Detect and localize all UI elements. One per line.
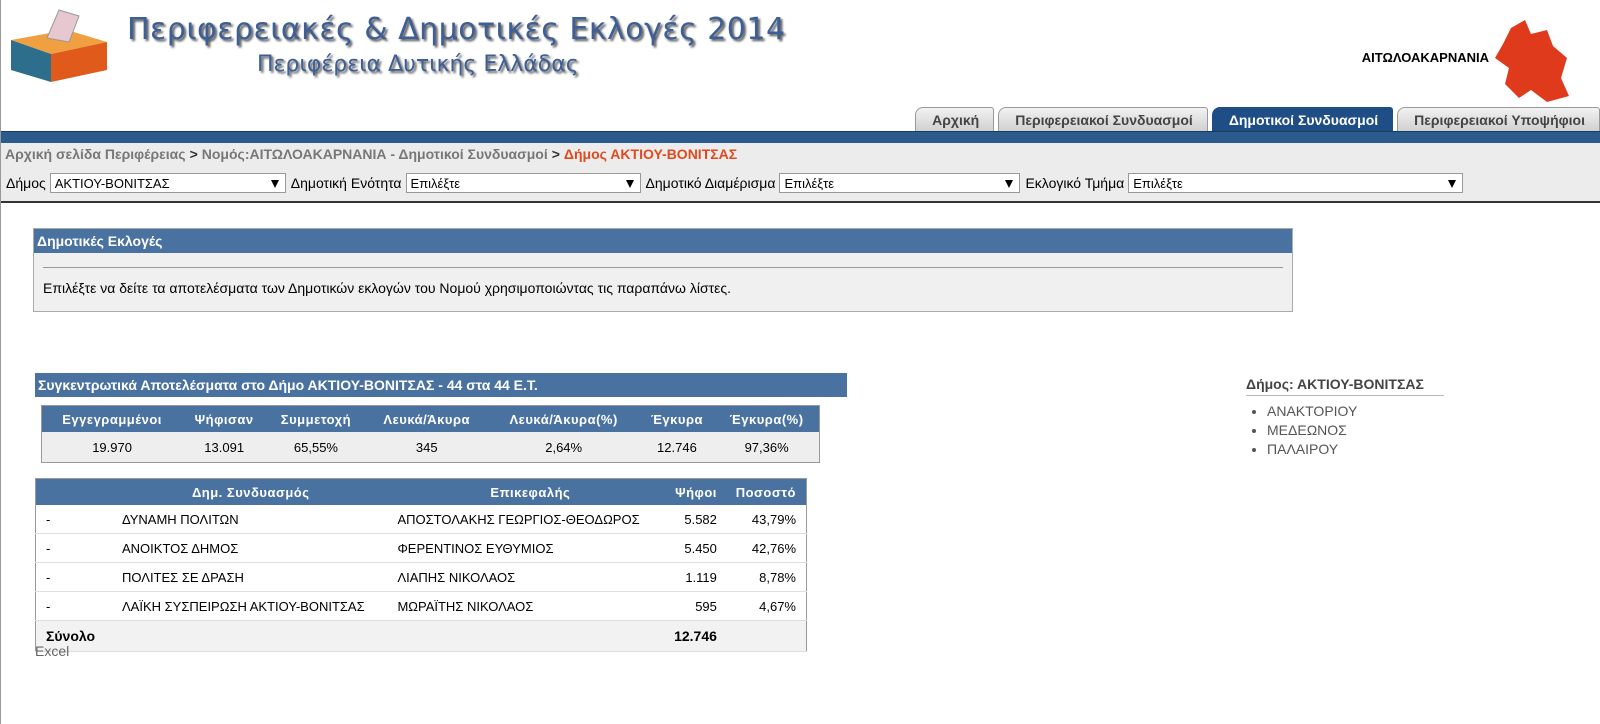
result-cell: ΔΥΝΑΜΗ ΠΟΛΙΤΩΝ <box>108 505 394 534</box>
result-row: - ΛΑΪΚΗ ΣΥΣΠΕΙΡΩΣΗ ΑΚΤΙΟΥ-ΒΟΝΙΤΣΑΣ ΜΩΡΑΪΤΗ… <box>35 591 807 621</box>
summary-title: Συγκεντρωτικά Αποτελέσματα στο Δήμο ΑΚΤΙ… <box>35 373 847 397</box>
total-cell <box>726 620 807 652</box>
result-cell: 5.582 <box>667 505 727 534</box>
summary-cell: 19.970 <box>41 432 183 463</box>
result-cell: 42,76% <box>726 533 807 563</box>
result-cell: ΑΠΟΣΤΟΛΑΚΗΣ ΓΕΩΡΓΙΟΣ-ΘΕΟΔΩΡΟΣ <box>393 505 668 534</box>
filter-select[interactable]: Επιλέξτε <box>405 173 641 193</box>
filter-label: Εκλογικό Τμήμα <box>1025 175 1125 191</box>
sidebar: Δήμος: ΑΚΤΙΟΥ-ΒΟΝΙΤΣΑΣ ΑΝΑΚΤΟΡΙΟΥΜΕΔΕΩΝΟ… <box>1246 376 1444 459</box>
tab[interactable]: Αρχική <box>915 107 995 132</box>
breadcrumb-link[interactable]: Νομός:ΑΙΤΩΛΟΑΚΑΡΝΑΝΙΑ - Δημοτικοί Συνδυα… <box>201 146 548 162</box>
excel-link[interactable]: Excel <box>35 643 70 659</box>
sidebar-title: Δήμος: ΑΚΤΙΟΥ-ΒΟΝΙΤΣΑΣ <box>1246 376 1444 396</box>
result-cell: - <box>35 562 108 592</box>
total-cell <box>393 620 668 652</box>
column-header: Εγγεγραμμένοι <box>41 405 183 432</box>
tab[interactable]: Δημοτικοί Συνδυασμοί <box>1211 107 1394 132</box>
notice-title: Δημοτικές Εκλογές <box>34 229 1292 253</box>
summary-cell: 12.746 <box>639 432 715 463</box>
tab[interactable]: Περιφερειακοί Υποψήφιοι <box>1397 107 1600 132</box>
column-header: Ψήφισαν <box>182 405 267 432</box>
column-header: Λευκά/Άκυρα(%) <box>487 405 640 432</box>
results-table: Δημ. Συνδυασμός Επικεφαλής Ψήφοι Ποσοστό - ΔΥ… <box>35 478 807 652</box>
column-header: Λευκά/Άκυρα <box>365 405 488 432</box>
district-link[interactable]: ΜΕΔΕΩΝΟΣ <box>1267 421 1444 440</box>
filter-select[interactable]: Επιλέξτε <box>779 173 1021 193</box>
result-row: - ΠΟΛΙΤΕΣ ΣΕ ΔΡΑΣΗ ΛΙΑΠΗΣ ΝΙΚΟΛΑΟΣ 1.119 8,7… <box>35 562 807 592</box>
filter-label: Δήμος <box>6 175 46 191</box>
breadcrumb-separator: > <box>551 146 560 162</box>
result-cell: - <box>35 591 108 621</box>
region-name: ΑΙΤΩΛΟΑΚΑΡΝΑΝΙΑ <box>1361 50 1489 65</box>
total-row: Σύνολο 12.746 <box>35 620 807 652</box>
result-cell: ΦΕΡΕΝΤΙΝΟΣ ΕΥΘΥΜΙΟΣ <box>393 533 668 563</box>
filter-select[interactable]: ΑΚΤΙΟΥ-ΒΟΝΙΤΣΑΣ <box>49 173 286 193</box>
tab-bar: Αρχική Περιφερειακοί Συνδυασμοί Δημοτικοί … <box>915 107 1600 132</box>
summary-cell: 345 <box>365 432 488 463</box>
total-votes: 12.746 <box>667 620 727 652</box>
result-cell: 4,67% <box>726 591 807 621</box>
filter-label: Δημοτική Ενότητα <box>290 175 402 191</box>
result-cell: 5.450 <box>667 533 727 563</box>
tab[interactable]: Περιφερειακοί Συνδυασμοί <box>998 107 1208 132</box>
result-cell: 1.119 <box>667 562 727 592</box>
result-cell: - <box>35 533 108 563</box>
column-header: Ψήφοι <box>667 478 727 505</box>
filter-select[interactable]: Επιλέξτε <box>1128 173 1464 193</box>
result-row: - ΑΝΟΙΚΤΟΣ ΔΗΜΟΣ ΦΕΡΕΝΤΙΝΟΣ ΕΥΘΥΜΙΟΣ 5.450 4… <box>35 533 807 563</box>
summary-cell: 2,64% <box>487 432 640 463</box>
site-title: Περιφερειακές & Δημοτικές Εκλογές 2014 <box>127 12 786 47</box>
summary-table: Εγγεγραμμένοι Ψήφισαν Συμμετοχή Λευκά/Άκυρα… <box>41 405 820 463</box>
summary-cell: 97,36% <box>714 432 820 463</box>
notice-text: Επιλέξτε να δείτε τα αποτελέσματα των Δη… <box>43 280 731 296</box>
total-label: Σύνολο <box>35 620 108 652</box>
column-header: Συμμετοχή <box>266 405 366 432</box>
district-link[interactable]: ΠΑΛΑΙΡΟΥ <box>1267 440 1444 459</box>
district-link[interactable]: ΑΝΑΚΤΟΡΙΟΥ <box>1267 402 1444 421</box>
breadcrumb-link[interactable]: Δήμος ΑΚΤΙΟΥ-ΒΟΝΙΤΣΑΣ <box>563 146 738 162</box>
result-cell: 8,78% <box>726 562 807 592</box>
summary-cell: 65,55% <box>266 432 366 463</box>
breadcrumb-separator: > <box>189 146 198 162</box>
column-header: Επικεφαλής <box>393 478 668 505</box>
result-row: - ΔΥΝΑΜΗ ΠΟΛΙΤΩΝ ΑΠΟΣΤΟΛΑΚΗΣ ΓΕΩΡΓΙΟΣ-ΘΕΟΔ… <box>35 505 807 534</box>
column-header: Έγκυρα <box>639 405 715 432</box>
result-cell: ΠΟΛΙΤΕΣ ΣΕ ΔΡΑΣΗ <box>108 562 394 592</box>
column-header <box>35 478 108 505</box>
result-cell: ΑΝΟΙΚΤΟΣ ΔΗΜΟΣ <box>108 533 394 563</box>
filters: Δήμος ΑΚΤΙΟΥ-ΒΟΝΙΤΣΑΣ Δημοτική Ενότητα Επιλ… <box>6 173 1468 193</box>
district-list: ΑΝΑΚΤΟΡΙΟΥΜΕΔΕΩΝΟΣΠΑΛΑΙΡΟΥ <box>1246 402 1444 459</box>
filter-label: Δημοτικό Διαμέρισμα <box>645 175 776 191</box>
ballot-icon <box>11 9 107 82</box>
notice-box: Δημοτικές Εκλογές Επιλέξτε να δείτε τα α… <box>33 228 1293 312</box>
column-header: Δημ. Συνδυασμός <box>108 478 394 505</box>
result-cell: - <box>35 505 108 534</box>
result-cell: 595 <box>667 591 727 621</box>
result-cell: ΜΩΡΑΪΤΗΣ ΝΙΚΟΛΑΟΣ <box>393 591 668 621</box>
divider <box>43 267 1283 268</box>
result-cell: ΛΑΪΚΗ ΣΥΣΠΕΙΡΩΣΗ ΑΚΤΙΟΥ-ΒΟΝΙΤΣΑΣ <box>108 591 394 621</box>
result-cell: 43,79% <box>726 505 807 534</box>
breadcrumb: Αρχική σελίδα Περιφέρειας > Νομός:ΑΙΤΩΛΟΑΚ… <box>5 146 737 162</box>
summary-cell: 13.091 <box>182 432 267 463</box>
column-header: Έγκυρα(%) <box>714 405 820 432</box>
region-map <box>1495 20 1569 102</box>
nav-bar <box>1 131 1600 144</box>
breadcrumb-link[interactable]: Αρχική σελίδα Περιφέρειας <box>5 146 186 162</box>
total-cell <box>108 620 394 652</box>
result-cell: ΛΙΑΠΗΣ ΝΙΚΟΛΑΟΣ <box>393 562 668 592</box>
column-header: Ποσοστό <box>726 478 807 505</box>
site-subtitle: Περιφέρεια Δυτικής Ελλάδας <box>257 52 579 77</box>
